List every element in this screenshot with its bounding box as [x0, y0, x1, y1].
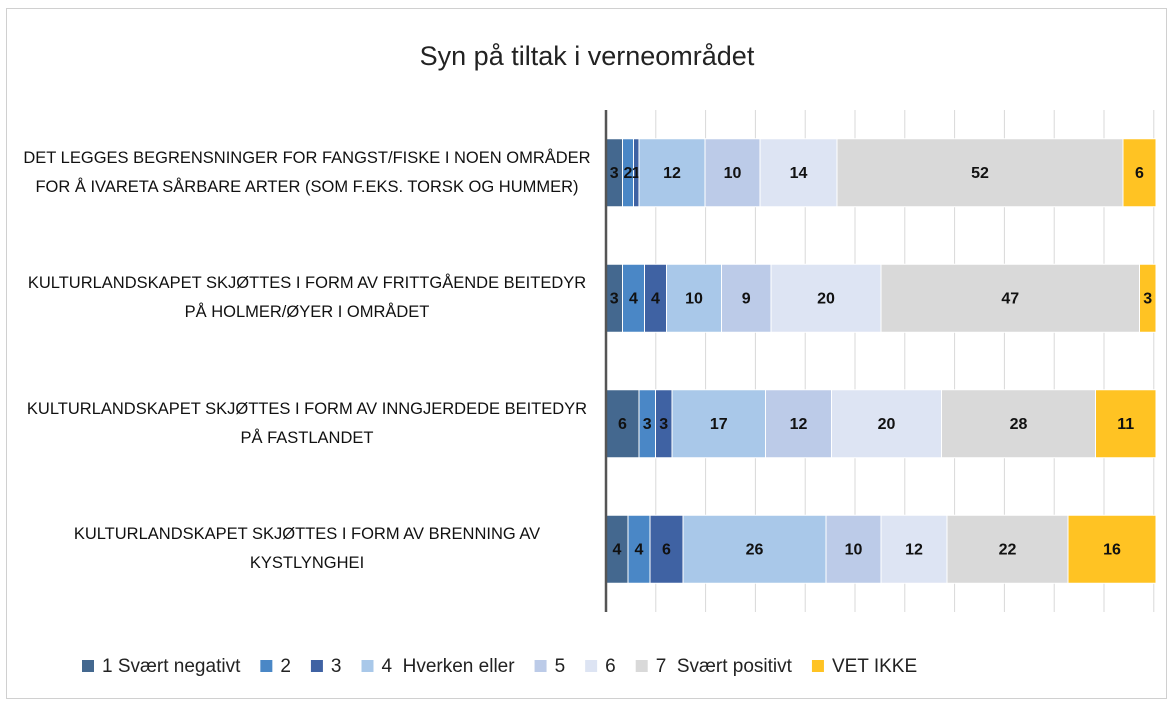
- data-label: 20: [817, 290, 835, 307]
- bar-segment: [638, 138, 706, 208]
- data-label: 16: [1103, 541, 1121, 558]
- bar-segment: [765, 389, 832, 459]
- data-label: 4: [629, 290, 638, 307]
- bar-segment: [836, 138, 1124, 208]
- legend-swatch: [585, 660, 598, 672]
- data-label: 3: [1143, 290, 1152, 307]
- data-label: 10: [845, 541, 863, 558]
- bar-segment: [1095, 389, 1157, 459]
- data-label: 26: [746, 541, 764, 558]
- data-label: 12: [905, 541, 923, 558]
- data-label: 3: [659, 416, 668, 433]
- bar-segment: [649, 514, 684, 584]
- data-label: 10: [724, 165, 742, 182]
- bar-segment: [721, 263, 772, 333]
- bar-segment: [831, 389, 942, 459]
- bar-segment: [682, 514, 827, 584]
- bar-segment: [770, 263, 882, 333]
- data-label: 3: [610, 165, 619, 182]
- data-label: 6: [618, 416, 627, 433]
- legend-swatch: [82, 660, 94, 672]
- data-label: 9: [742, 290, 751, 307]
- category-label: KULTURLANDSKAPET SKJØTTES I FORM AV BREN…: [73, 525, 541, 573]
- legend-label: 6: [605, 656, 616, 677]
- legend-swatch: [811, 660, 824, 672]
- data-label: 17: [710, 416, 728, 433]
- data-label: 28: [1010, 416, 1028, 433]
- data-label: 4: [613, 541, 622, 558]
- data-label: 6: [662, 541, 671, 558]
- data-label: 47: [1001, 290, 1019, 307]
- bar-segment: [759, 138, 838, 208]
- bar-segment: [941, 389, 1096, 459]
- chart-title: Syn på tiltak i verneområdet: [420, 41, 755, 71]
- data-label: 52: [971, 165, 989, 182]
- data-label: 3: [643, 416, 652, 433]
- data-label: 10: [685, 290, 703, 307]
- bar-segment: [946, 514, 1069, 584]
- legend-swatch: [534, 660, 547, 672]
- chart-border: [6, 8, 1167, 699]
- bar-segment: [704, 138, 761, 208]
- legend-label: 4 Hverken eller: [382, 656, 516, 677]
- bar-segment: [1067, 514, 1157, 584]
- data-label: 2: [624, 165, 633, 182]
- category-label: KULTURLANDSKAPET SKJØTTES I FORM AV FRIT…: [27, 274, 587, 322]
- data-label: 4: [635, 541, 644, 558]
- data-label: 22: [999, 541, 1017, 558]
- legend-swatch: [361, 660, 374, 672]
- legend-label: 7 Svært positivt: [656, 656, 793, 677]
- category-label: DET LEGGES BEGRENSNINGER FOR FANGST/FISK…: [23, 148, 591, 196]
- data-label: 4: [651, 290, 660, 307]
- category-label: KULTURLANDSKAPET SKJØTTES I FORM AV INNG…: [26, 399, 588, 447]
- data-label: 1: [632, 165, 641, 182]
- bar-segment: [1139, 263, 1157, 333]
- bar-segment: [1122, 138, 1157, 208]
- bar-segment: [666, 263, 722, 333]
- legend-label: 3: [331, 656, 342, 677]
- data-label: 11: [1117, 416, 1134, 433]
- data-label: 12: [790, 416, 808, 433]
- legend-label: VET IKKE: [832, 656, 917, 677]
- legend-label: 1 Svært negativt: [102, 656, 241, 677]
- legend-label: 2: [280, 656, 291, 677]
- data-label: 20: [878, 416, 896, 433]
- legend-swatch: [310, 660, 323, 672]
- bar-segment: [671, 389, 766, 459]
- legend-swatch: [260, 660, 273, 672]
- legend-label: 5: [555, 656, 566, 677]
- bar-segment: [880, 263, 1140, 333]
- data-label: 6: [1135, 165, 1144, 182]
- data-label: 14: [790, 165, 808, 182]
- legend-swatch: [635, 660, 648, 672]
- data-label: 3: [610, 290, 619, 307]
- data-label: 12: [663, 165, 681, 182]
